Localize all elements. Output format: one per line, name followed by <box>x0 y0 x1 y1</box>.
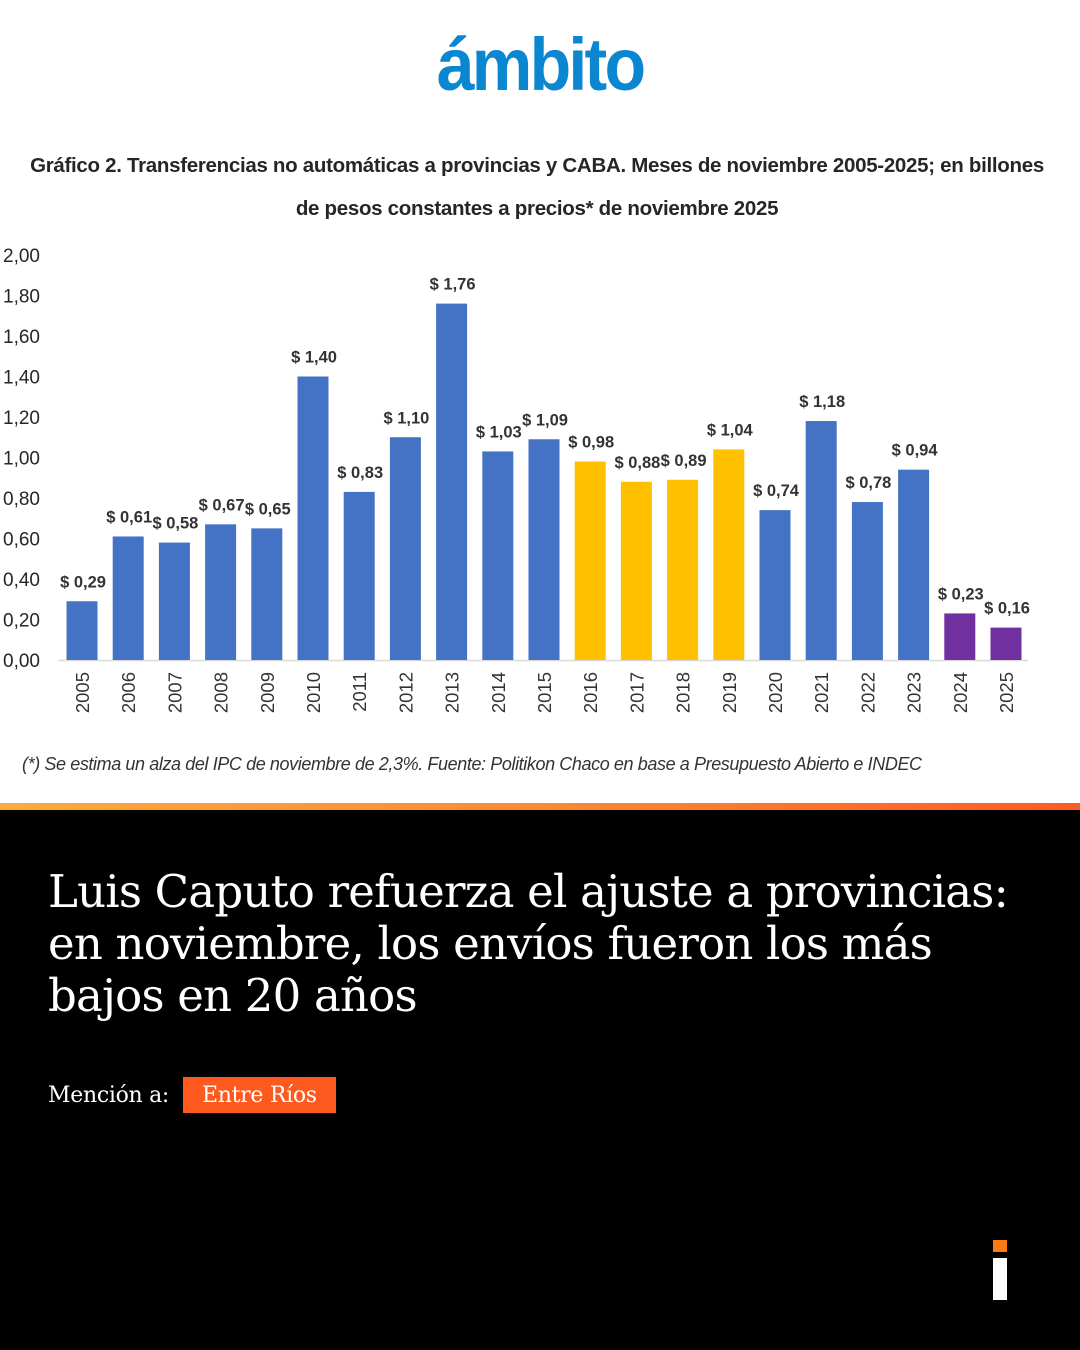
chart-image-panel: ámbito Gráfico 2. Transferencias no auto… <box>0 0 1080 803</box>
data-label-2011: $ 0,83 <box>337 464 383 482</box>
x-tick-label: 2020 <box>765 672 786 713</box>
x-tick-label: 2005 <box>72 672 93 713</box>
bar-2005 <box>66 601 98 660</box>
x-tick-label: 2012 <box>395 672 416 713</box>
x-tick-label: 2024 <box>950 672 971 713</box>
y-axis: 0,00 0,20 0,40 0,60 0,80 1,00 1,20 1,40 1,60 1,80… <box>3 246 40 672</box>
x-tick-label: 2021 <box>811 672 832 713</box>
ambito-logo: ámbito <box>436 23 646 106</box>
data-label-2021: $ 1,18 <box>799 393 845 411</box>
data-label-2020: $ 0,74 <box>753 482 800 500</box>
bar-2018 <box>667 479 699 660</box>
chart-subtitle: de pesos constantes a precios* de noviem… <box>295 197 779 220</box>
x-tick-label: 2025 <box>996 672 1017 713</box>
bar-2013 <box>436 303 468 660</box>
data-label-2015: $ 1,09 <box>522 411 568 429</box>
bar-2021 <box>805 421 837 660</box>
mention-tag-entre-rios[interactable]: Entre Ríos <box>183 1077 336 1113</box>
logo-stem <box>993 1258 1007 1300</box>
x-tick-label: 2017 <box>626 672 647 713</box>
y-tick-label: 1,60 <box>3 327 40 348</box>
x-tick-label: 2015 <box>534 672 555 713</box>
bar-2020 <box>759 510 791 660</box>
data-label-2008: $ 0,67 <box>199 496 245 514</box>
x-tick-label: 2016 <box>580 672 601 713</box>
accent-gradient-bar <box>0 803 1080 810</box>
data-label-2025: $ 0,16 <box>984 600 1030 618</box>
x-tick-label: 2014 <box>488 672 509 713</box>
bar-2023 <box>898 469 930 660</box>
x-tick-label: 2008 <box>211 672 232 713</box>
x-tick-label: 2019 <box>719 672 740 713</box>
mention-label: Mención a: <box>48 1082 170 1108</box>
x-tick-label: 2023 <box>904 672 925 713</box>
data-label-2007: $ 0,58 <box>152 515 198 533</box>
data-labels: $ 0,29 $ 0,61 $ 0,58$ 0,67 $ 0,65 $ 1,40 $ 0,… <box>60 276 1030 618</box>
data-label-2013: $ 1,76 <box>430 276 476 294</box>
data-label-2014: $ 1,03 <box>476 423 522 441</box>
infobae-i-logo-icon <box>993 1240 1007 1300</box>
bar-2025 <box>990 627 1022 660</box>
y-tick-label: 1,80 <box>3 287 40 308</box>
y-tick-label: 1,00 <box>3 449 40 470</box>
bar-2015 <box>528 439 560 660</box>
bar-2014 <box>482 451 514 660</box>
bar-2010 <box>297 376 329 660</box>
chart-title: Gráfico 2. Transferencias no automáticas… <box>30 154 1044 177</box>
data-label-2009: $ 0,65 <box>245 500 291 518</box>
bar-2006 <box>112 536 144 660</box>
data-label-2018: $ 0,89 <box>661 452 707 470</box>
x-tick-label: 2022 <box>857 672 878 713</box>
x-tick-label: 2009 <box>257 672 278 713</box>
data-label-2010: $ 1,40 <box>291 349 337 367</box>
x-tick-label: 2011 <box>349 672 370 712</box>
x-tick-label: 2010 <box>303 672 324 713</box>
bar-2024 <box>944 613 976 660</box>
y-tick-label: 0,20 <box>3 611 40 632</box>
mention-row: Mención a: Entre Ríos <box>48 1077 336 1113</box>
data-label-2005: $ 0,29 <box>60 573 106 591</box>
y-tick-label: 0,80 <box>3 489 40 510</box>
bar-2016 <box>574 461 606 660</box>
y-tick-label: 1,20 <box>3 408 40 429</box>
article-headline: Luis Caputo refuerza el ajuste a provinc… <box>48 865 1009 1022</box>
bar-chart: 0,00 0,20 0,40 0,60 0,80 1,00 1,20 1,40 1,60 1,80… <box>3 246 1030 713</box>
y-tick-label: 0,60 <box>3 530 40 551</box>
data-label-2012: $ 1,10 <box>383 409 429 427</box>
data-label-2019: $ 1,04 <box>707 421 754 439</box>
x-tick-label: 2018 <box>673 672 694 713</box>
bar-2012 <box>389 437 421 660</box>
y-tick-label: 1,40 <box>3 368 40 389</box>
bar-2011 <box>343 491 375 660</box>
data-label-2023: $ 0,94 <box>892 442 939 460</box>
data-label-2017: $ 0,88 <box>614 454 660 472</box>
bar-2019 <box>713 449 745 660</box>
logo-dot <box>993 1240 1007 1252</box>
y-tick-label: 2,00 <box>3 246 40 267</box>
bar-2007 <box>158 542 190 660</box>
chart-footnote: (*) Se estima un alza del IPC de noviemb… <box>22 754 922 774</box>
y-tick-label: 0,40 <box>3 570 40 591</box>
chart-title-block: Gráfico 2. Transferencias no automáticas… <box>0 144 1080 230</box>
bar-2008 <box>205 524 237 660</box>
bars <box>66 303 1022 660</box>
x-axis: 2005 2006 2007 2008 2009 2010 2011 2012 2013 2014… <box>72 672 1017 713</box>
data-label-2006: $ 0,61 <box>106 508 152 526</box>
data-label-2022: $ 0,78 <box>845 474 891 492</box>
y-tick-label: 0,00 <box>3 651 40 672</box>
data-label-2016: $ 0,98 <box>568 434 614 452</box>
x-tick-label: 2006 <box>118 672 139 713</box>
bar-2022 <box>851 502 883 660</box>
x-tick-label: 2007 <box>164 672 185 713</box>
bar-2017 <box>620 481 652 660</box>
data-label-2024: $ 0,23 <box>938 585 984 603</box>
bar-2009 <box>251 528 283 660</box>
x-tick-label: 2013 <box>442 672 463 713</box>
